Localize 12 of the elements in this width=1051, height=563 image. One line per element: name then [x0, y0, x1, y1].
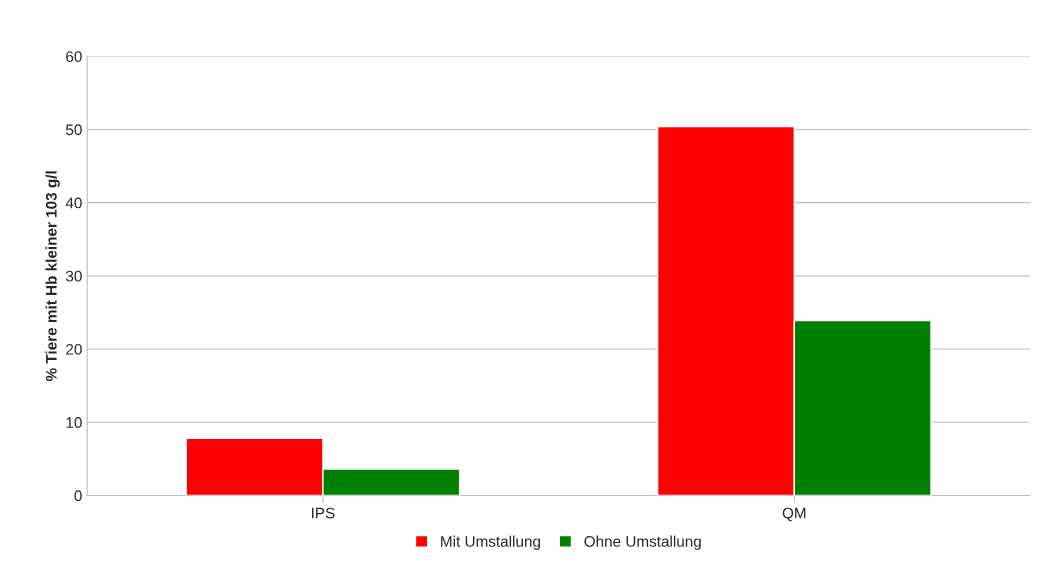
legend-label: Ohne Umstallung	[584, 535, 701, 550]
y-tick-label: 50	[65, 124, 82, 136]
x-tick-label: IPS	[312, 507, 335, 519]
y-tick-label: 60	[66, 51, 82, 62]
y-tick-label: 10	[66, 417, 82, 428]
y-tick-label: 0	[74, 490, 82, 502]
legend-label: Mit Umstallung	[441, 535, 540, 550]
y-tick-label: 40	[65, 197, 82, 209]
y-axis-title: % Tiere mit Hb kleiner 103 g/l	[45, 171, 60, 382]
y-tick-label: 30	[65, 270, 82, 282]
x-tick-label: QM	[782, 507, 806, 522]
y-tick-label: 20	[66, 343, 82, 355]
